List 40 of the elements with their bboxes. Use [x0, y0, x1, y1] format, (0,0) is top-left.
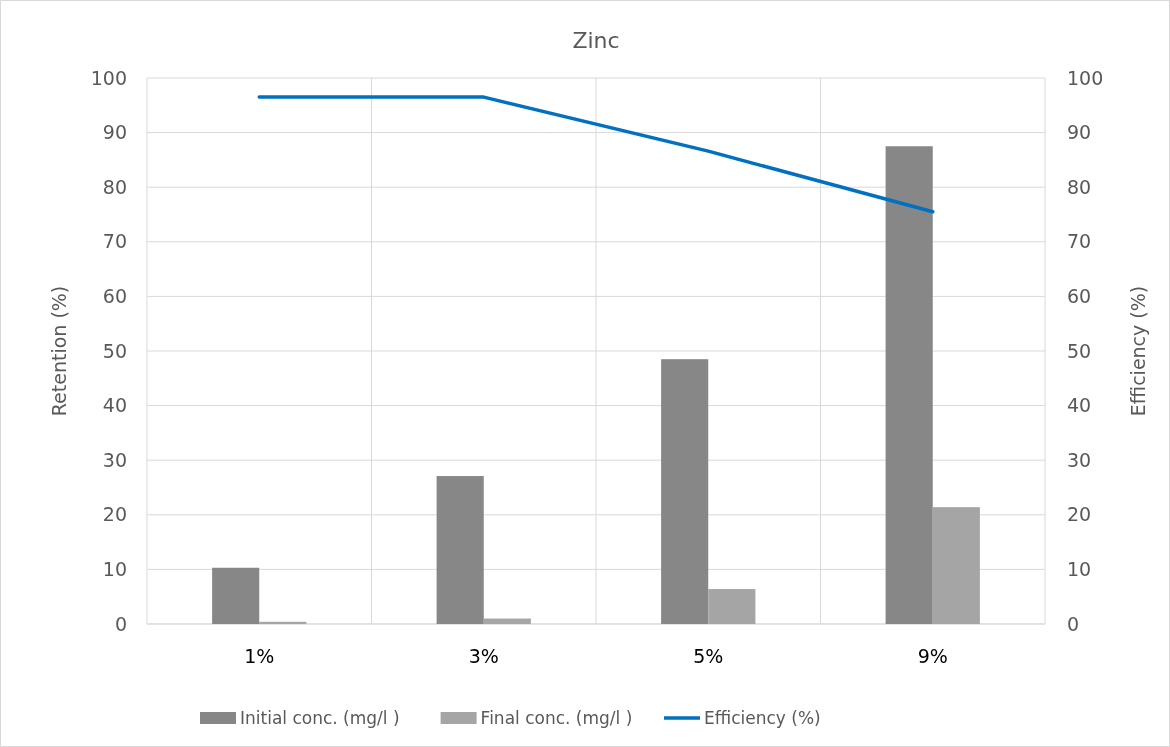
x-tick-label: 5% [693, 645, 724, 667]
y2-axis-title: Efficiency (%) [1127, 285, 1149, 417]
y2-tick-label: 30 [1067, 448, 1092, 471]
y2-tick-label: 100 [1067, 66, 1104, 89]
y2-tick-label: 50 [1067, 339, 1092, 362]
y-tick-label: 90 [102, 121, 127, 144]
bar [708, 589, 756, 624]
bar [661, 359, 709, 624]
y2-tick-label: 20 [1067, 503, 1092, 526]
bar [436, 476, 484, 624]
y2-tick-label: 80 [1067, 175, 1092, 198]
bar [212, 567, 260, 624]
y2-tick-label: 40 [1067, 394, 1092, 417]
y-tick-label: 20 [102, 503, 127, 526]
y-tick-label: 40 [102, 394, 127, 417]
y2-tick-label: 60 [1067, 285, 1092, 308]
y2-tick-label: 10 [1067, 558, 1092, 581]
y-tick-label: 50 [102, 339, 127, 362]
y-tick-label: 10 [102, 558, 127, 581]
x-tick-label: 3% [468, 645, 499, 667]
legend-label: Efficiency (%) [704, 708, 821, 728]
y2-tick-label: 0 [1067, 612, 1080, 635]
y-tick-label: 60 [102, 285, 127, 308]
legend-label: Final conc. (mg/l ) [480, 708, 633, 728]
y2-tick-label: 70 [1067, 230, 1092, 253]
y2-tick-label: 90 [1067, 121, 1092, 144]
y-tick-label: 80 [102, 175, 127, 198]
x-tick-label: 1% [244, 645, 275, 667]
legend-label: Initial conc. (mg/l ) [240, 708, 400, 728]
y-tick-label: 70 [102, 230, 127, 253]
bar [885, 146, 933, 624]
y-tick-label: 30 [102, 448, 127, 471]
x-tick-label: 9% [917, 645, 948, 667]
y-axis-title: Retention (%) [48, 285, 70, 417]
bar [259, 621, 307, 624]
bar [932, 507, 980, 624]
bar [483, 618, 531, 624]
y-tick-label: 0 [114, 612, 127, 635]
y-tick-label: 100 [90, 66, 127, 89]
chart-title: Zinc [572, 28, 620, 53]
